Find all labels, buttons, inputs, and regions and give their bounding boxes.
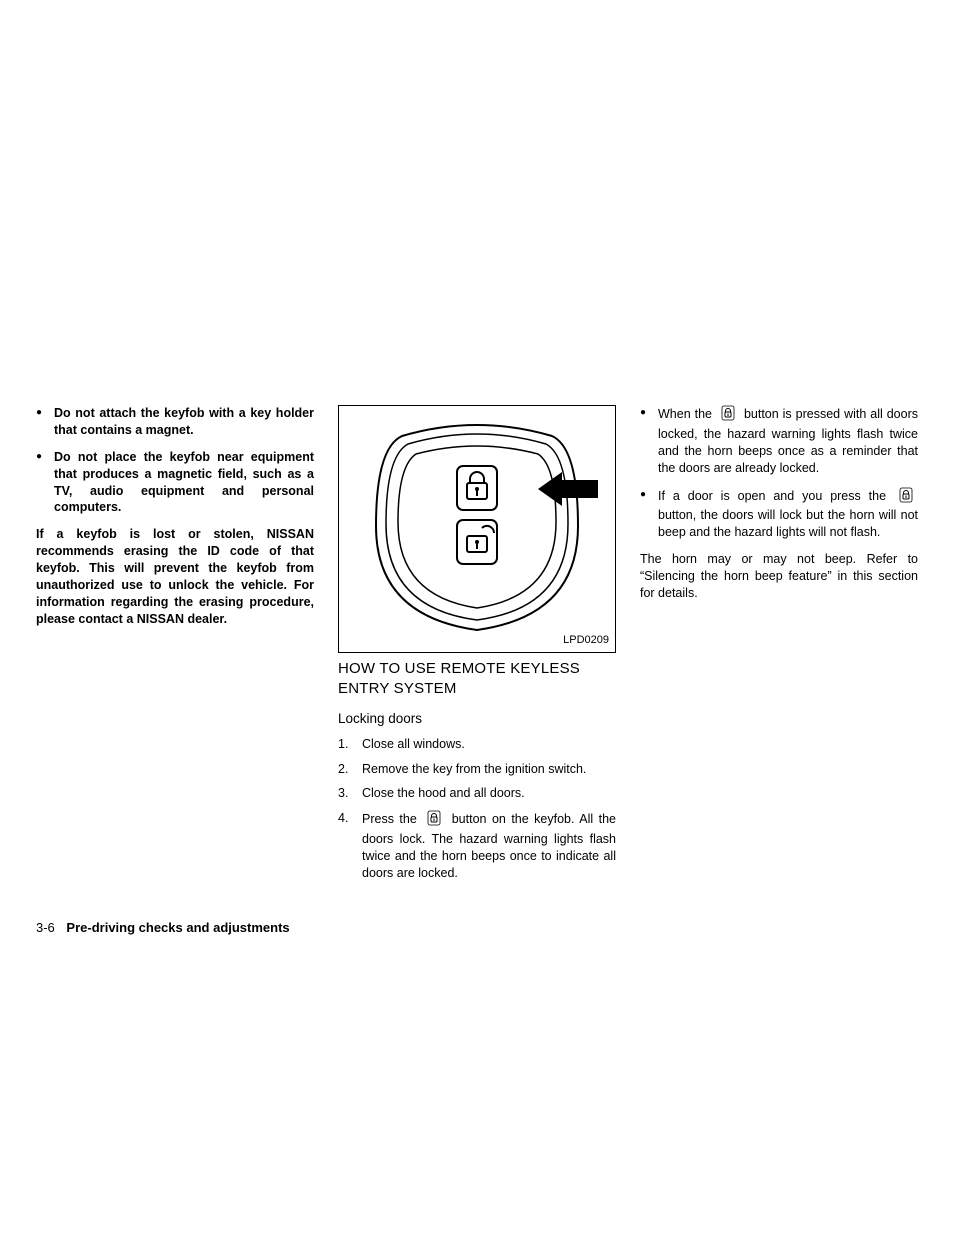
content-columns: Do not attach the keyfob with a key hold… (36, 405, 918, 890)
bullet-item: Do not attach the keyfob with a key hold… (36, 405, 314, 439)
step-text: Remove the key from the ignition switch. (362, 762, 586, 776)
right-column: When the button is pressed with all door… (640, 405, 918, 890)
bullet-suffix: button, the doors will lock but the horn… (658, 508, 918, 539)
keyfob-illustration (342, 416, 612, 636)
step-item: Close all windows. (338, 736, 616, 753)
lock-icon (894, 487, 918, 508)
section-heading: HOW TO USE REMOTE KEYLESS ENTRY SYSTEM (338, 659, 616, 700)
keyfob-figure: LPD0209 (338, 405, 616, 653)
bullet-item: If a door is open and you press the butt… (640, 487, 918, 542)
figure-label: LPD0209 (563, 633, 609, 648)
page-footer: 3-6 Pre-driving checks and adjustments (36, 920, 290, 935)
bullet-item: When the button is pressed with all door… (640, 405, 918, 477)
step-item: Remove the key from the ignition switch. (338, 761, 616, 778)
lock-icon (422, 810, 446, 831)
middle-column: LPD0209 HOW TO USE REMOTE KEYLESS ENTRY … (338, 405, 616, 890)
locking-steps: Close all windows. Remove the key from t… (338, 736, 616, 882)
manual-page: Do not attach the keyfob with a key hold… (0, 0, 954, 1235)
step-text: Close the hood and all doors. (362, 786, 525, 800)
step-item: Close the hood and all doors. (338, 785, 616, 802)
lost-keyfob-paragraph: If a keyfob is lost or stolen, NISSAN re… (36, 526, 314, 627)
bullet-text: Do not attach the keyfob with a key hold… (54, 406, 314, 437)
step-item: Press the button on the keyfob. All the … (338, 810, 616, 882)
warning-bullets: Do not attach the keyfob with a key hold… (36, 405, 314, 516)
subsection-heading: Locking doors (338, 710, 616, 728)
step-prefix: Press the (362, 812, 417, 826)
horn-note-paragraph: The horn may or may not beep. Refer to “… (640, 551, 918, 602)
bullet-item: Do not place the keyfob near equipment t… (36, 449, 314, 517)
bullet-prefix: If a door is open and you press the (658, 489, 886, 503)
left-column: Do not attach the keyfob with a key hold… (36, 405, 314, 890)
lock-icon (716, 405, 740, 426)
page-number: 3-6 (36, 920, 55, 935)
notes-bullets: When the button is pressed with all door… (640, 405, 918, 541)
step-text: Close all windows. (362, 737, 465, 751)
bullet-text: Do not place the keyfob near equipment t… (54, 450, 314, 515)
bullet-prefix: When the (658, 407, 712, 421)
footer-section-title: Pre-driving checks and adjustments (66, 920, 289, 935)
